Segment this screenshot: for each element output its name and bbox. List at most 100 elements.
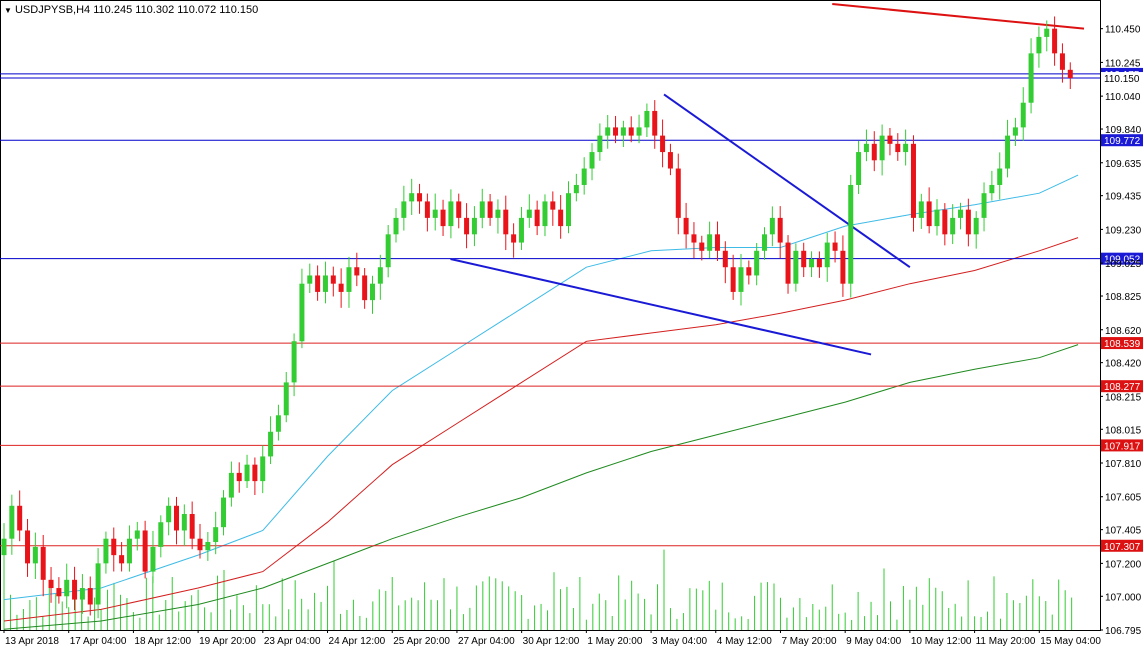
x-tick-label: 18 Apr 12:00 bbox=[134, 636, 191, 647]
candle-body bbox=[558, 209, 564, 227]
candle-body bbox=[291, 341, 297, 383]
candle-body bbox=[48, 579, 54, 589]
x-tick-label: 25 Apr 20:00 bbox=[393, 636, 450, 647]
candle-body bbox=[64, 579, 70, 597]
candle-body bbox=[111, 538, 117, 556]
candle-body bbox=[981, 193, 987, 218]
candle-body bbox=[950, 217, 956, 235]
candle-body bbox=[738, 267, 744, 292]
symbol-label: USDJPYSB,H4 bbox=[14, 4, 91, 16]
y-tick-label: 108.825 bbox=[1105, 292, 1142, 303]
y-tick-label: 109.025 bbox=[1105, 259, 1142, 270]
level-price-tag bbox=[1101, 439, 1143, 452]
candle-body bbox=[746, 267, 752, 276]
x-tick-label: 24 Apr 12:00 bbox=[329, 636, 386, 647]
candle-body bbox=[879, 135, 885, 161]
candle-body bbox=[840, 250, 846, 284]
candle-body bbox=[785, 242, 791, 284]
candle-body bbox=[675, 168, 681, 218]
candle-body bbox=[542, 201, 548, 227]
candle-body bbox=[699, 242, 705, 251]
candle-body bbox=[754, 250, 760, 276]
candle-body bbox=[722, 250, 728, 268]
level-price-label: 108.277 bbox=[1104, 382, 1141, 393]
y-tick-label: 109.840 bbox=[1105, 125, 1142, 136]
candle-body bbox=[1059, 53, 1065, 70]
candle-body bbox=[369, 283, 375, 301]
candle-body bbox=[683, 217, 689, 235]
y-tick-label: 109.635 bbox=[1105, 159, 1142, 170]
y-tick-label: 107.810 bbox=[1105, 459, 1142, 470]
level-price-tag bbox=[1101, 380, 1143, 393]
candle-body bbox=[597, 135, 603, 153]
candle-body bbox=[228, 472, 234, 498]
candle-body bbox=[346, 267, 352, 292]
candle-body bbox=[244, 464, 250, 482]
y-tick-label: 107.405 bbox=[1105, 526, 1142, 537]
x-tick-label: 9 May 04:00 bbox=[846, 636, 901, 647]
candle-body bbox=[997, 168, 1003, 185]
candle-body bbox=[526, 209, 532, 218]
candle-body bbox=[103, 538, 109, 564]
low-value: 110.072 bbox=[177, 4, 217, 16]
candle-body bbox=[926, 201, 932, 227]
dropdown-arrow-icon[interactable]: ▼ bbox=[4, 6, 12, 15]
candle-body bbox=[660, 135, 666, 153]
x-tick-label: 1 May 20:00 bbox=[587, 636, 642, 647]
candle-body bbox=[424, 201, 430, 218]
level-price-label: 107.917 bbox=[1104, 441, 1141, 452]
candle-body bbox=[95, 563, 101, 605]
x-tick-label: 4 May 12:00 bbox=[717, 636, 772, 647]
candle-body bbox=[9, 505, 15, 539]
candle-body bbox=[299, 283, 305, 342]
candle-body bbox=[832, 242, 838, 251]
candle-body bbox=[1052, 28, 1058, 54]
candle-body bbox=[863, 143, 869, 153]
x-tick-label: 7 May 20:00 bbox=[781, 636, 836, 647]
candle-body bbox=[1012, 127, 1018, 136]
candle-body bbox=[17, 505, 23, 531]
candle-body bbox=[173, 505, 179, 531]
candle-body bbox=[362, 275, 368, 301]
candle-body bbox=[119, 555, 125, 564]
plot-frame bbox=[0, 0, 1101, 631]
candle-body bbox=[197, 538, 203, 551]
candle-body bbox=[1, 538, 7, 556]
candle-body bbox=[440, 209, 446, 227]
x-tick-label: 11 May 20:00 bbox=[976, 636, 1036, 647]
x-tick-label: 17 Apr 04:00 bbox=[70, 636, 127, 647]
x-tick-label: 10 May 12:00 bbox=[911, 636, 972, 647]
trendline-1 bbox=[663, 93, 911, 269]
candle-body bbox=[142, 530, 148, 572]
candle-body bbox=[918, 201, 924, 218]
x-tick-label: 15 May 04:00 bbox=[1040, 636, 1101, 647]
candle-body bbox=[72, 579, 78, 600]
x-tick-label: 27 Apr 04:00 bbox=[458, 636, 515, 647]
level-price-label: 109.052 bbox=[1104, 255, 1141, 266]
candle-body bbox=[550, 201, 556, 210]
y-tick-label: 110.450 bbox=[1105, 25, 1141, 36]
candle-body bbox=[848, 184, 854, 284]
candle-body bbox=[667, 152, 673, 169]
candle-body bbox=[613, 127, 619, 136]
candle-body bbox=[307, 275, 313, 284]
candle-body bbox=[385, 234, 391, 268]
candle-body bbox=[1028, 53, 1034, 103]
candle-body bbox=[236, 472, 242, 482]
candle-body bbox=[777, 217, 783, 243]
candle-body bbox=[377, 267, 383, 284]
candle-body bbox=[958, 209, 964, 218]
candle-body bbox=[354, 267, 360, 276]
trendline-2 bbox=[450, 258, 872, 356]
candle-body bbox=[126, 538, 132, 564]
candle-body bbox=[636, 127, 642, 136]
chart-header: ▼ USDJPYSB,H4 110.245 110.302 110.072 11… bbox=[4, 4, 258, 16]
candle-body bbox=[824, 242, 830, 268]
open-value: 110.245 bbox=[93, 4, 133, 16]
candle-body bbox=[801, 250, 807, 268]
candle-body bbox=[25, 530, 31, 564]
candle-body bbox=[903, 143, 909, 153]
candle-body bbox=[534, 209, 540, 227]
